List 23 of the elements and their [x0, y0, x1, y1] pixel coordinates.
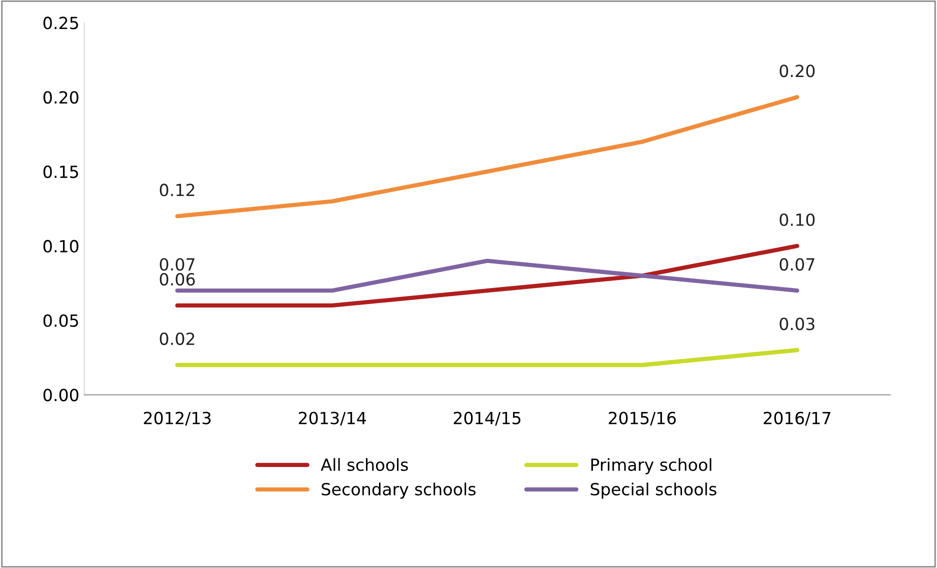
x-tick-label: 2013/14	[298, 412, 366, 426]
legend-label: Special schools	[590, 482, 716, 499]
data-label: 0.07	[780, 258, 814, 271]
x-tick-label: 2012/13	[144, 412, 211, 426]
text: 0.25	[43, 16, 78, 30]
x-tick-label: 2015/16	[608, 412, 676, 426]
x-tick-label: 2014/15	[454, 412, 520, 426]
data-label: 0.10	[780, 213, 815, 226]
data-label: 0.02	[160, 332, 194, 346]
text: 0.05	[43, 314, 78, 327]
text: 0.10	[43, 240, 78, 253]
legend-label: Primary school	[591, 458, 712, 474]
data-label: 0.20	[780, 64, 815, 78]
data-label: 0.06	[160, 272, 195, 286]
legend-label: Secondary schools	[322, 482, 476, 499]
data-label: 0.12	[160, 184, 194, 196]
x-tick-label: 2016/17	[764, 412, 830, 426]
data-label: 0.07	[160, 258, 194, 271]
text: 0.20	[43, 91, 78, 104]
text: 0.15	[43, 166, 78, 178]
text: 0.00	[43, 388, 78, 402]
legend-label: All schools	[320, 458, 408, 472]
data-label: 0.03	[780, 318, 814, 330]
